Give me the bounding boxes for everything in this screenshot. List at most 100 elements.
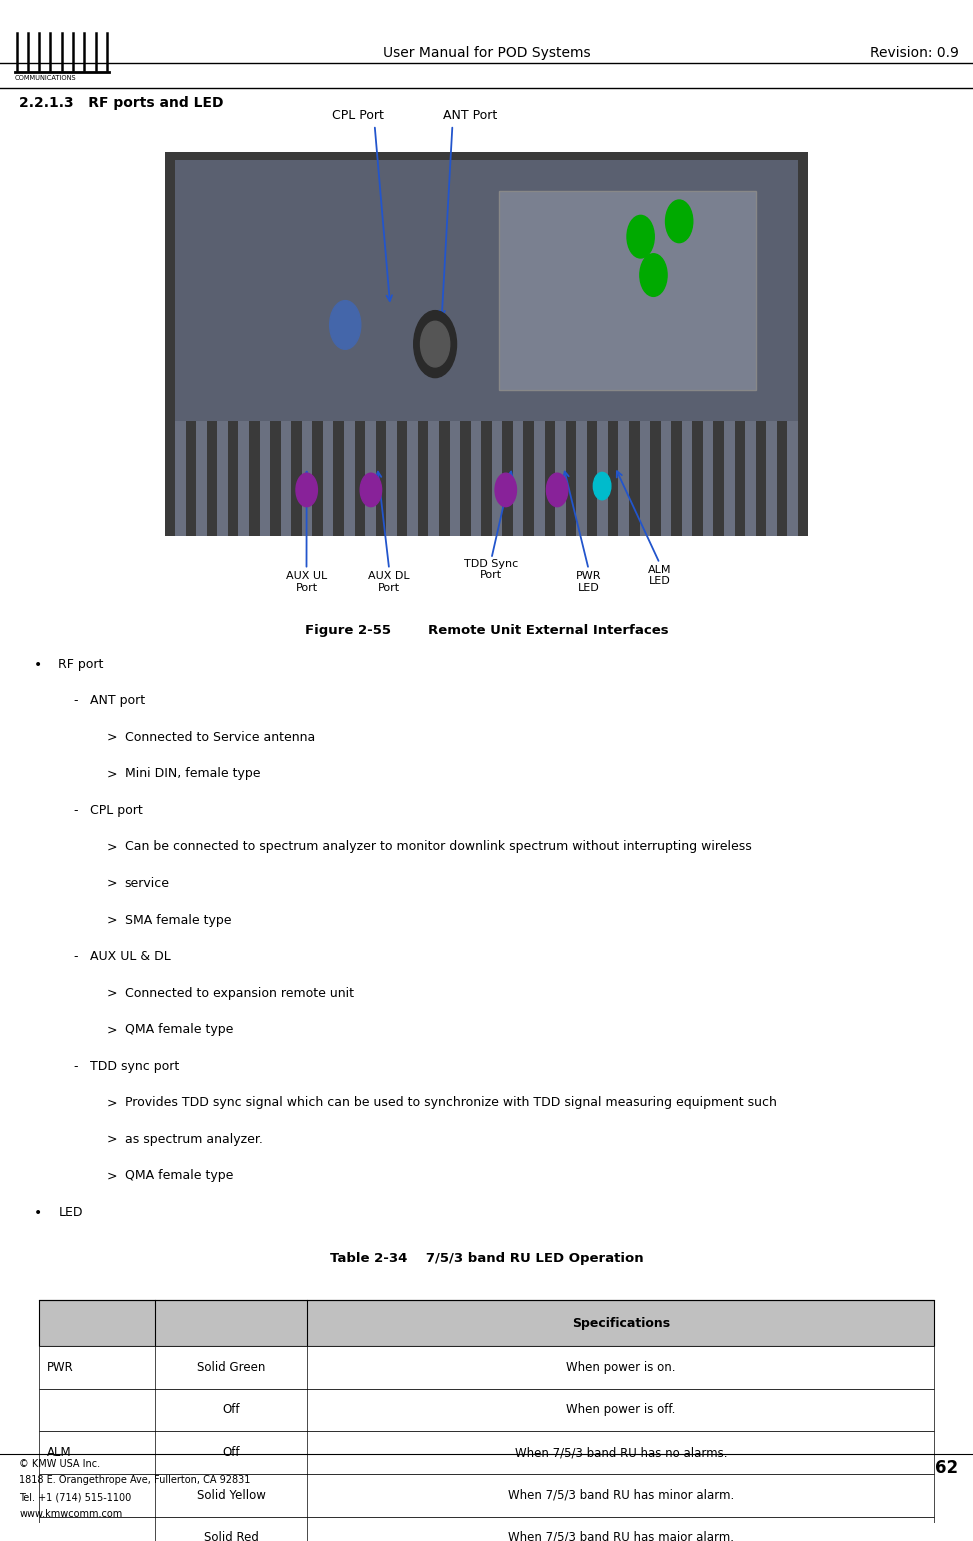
Text: AUX UL & DL: AUX UL & DL bbox=[90, 951, 170, 963]
Bar bbox=[386, 421, 397, 536]
Circle shape bbox=[640, 254, 667, 296]
Text: Off: Off bbox=[223, 1445, 240, 1459]
Text: User Manual for POD Systems: User Manual for POD Systems bbox=[382, 46, 591, 60]
Bar bbox=[639, 421, 650, 536]
Bar bbox=[499, 191, 756, 390]
Text: When power is on.: When power is on. bbox=[566, 1361, 675, 1375]
Circle shape bbox=[495, 473, 517, 507]
Text: When 7/5/3 band RU has no alarms.: When 7/5/3 band RU has no alarms. bbox=[515, 1445, 727, 1459]
Bar bbox=[344, 421, 354, 536]
Text: Solid Green: Solid Green bbox=[198, 1361, 266, 1375]
Text: Revision: 0.9: Revision: 0.9 bbox=[870, 46, 958, 60]
Text: Can be connected to spectrum analyzer to monitor downlink spectrum without inter: Can be connected to spectrum analyzer to… bbox=[125, 840, 751, 854]
Text: >: > bbox=[107, 767, 118, 780]
Text: AUX UL
Port: AUX UL Port bbox=[286, 572, 327, 593]
Text: Off: Off bbox=[223, 1404, 240, 1416]
Text: -: - bbox=[73, 804, 78, 817]
Bar bbox=[661, 421, 671, 536]
Text: >: > bbox=[107, 914, 118, 926]
Bar bbox=[280, 421, 291, 536]
Text: PWR: PWR bbox=[47, 1361, 73, 1375]
Circle shape bbox=[330, 300, 361, 350]
Text: >: > bbox=[107, 877, 118, 891]
Text: •: • bbox=[34, 1207, 42, 1220]
Circle shape bbox=[420, 321, 450, 367]
Text: AUX DL
Port: AUX DL Port bbox=[369, 572, 410, 593]
Text: QMA female type: QMA female type bbox=[125, 1170, 233, 1182]
Bar bbox=[39, 1473, 934, 1516]
Bar bbox=[766, 421, 776, 536]
Text: -: - bbox=[73, 1060, 78, 1073]
Text: >: > bbox=[107, 1096, 118, 1110]
Text: Solid Red: Solid Red bbox=[204, 1532, 259, 1541]
Text: 2.2.1.3   RF ports and LED: 2.2.1.3 RF ports and LED bbox=[19, 96, 224, 109]
Text: -: - bbox=[73, 695, 78, 707]
Text: ALM: ALM bbox=[47, 1445, 71, 1459]
Text: PWR
LED: PWR LED bbox=[576, 572, 601, 593]
Text: >: > bbox=[107, 730, 118, 744]
Bar bbox=[365, 421, 376, 536]
Bar bbox=[556, 421, 565, 536]
Text: © KMW USA Inc.: © KMW USA Inc. bbox=[19, 1459, 100, 1469]
Bar bbox=[238, 421, 249, 536]
Text: Solid Yellow: Solid Yellow bbox=[197, 1489, 266, 1502]
Text: Connected to Service antenna: Connected to Service antenna bbox=[125, 730, 315, 744]
Text: Figure 2-55        Remote Unit External Interfaces: Figure 2-55 Remote Unit External Interfa… bbox=[305, 624, 668, 638]
Text: ANT Port: ANT Port bbox=[443, 109, 497, 122]
Bar bbox=[175, 421, 186, 536]
Text: TDD sync port: TDD sync port bbox=[90, 1060, 179, 1073]
Text: ALM
LED: ALM LED bbox=[648, 566, 671, 587]
Text: When 7/5/3 band RU has major alarm.: When 7/5/3 band RU has major alarm. bbox=[508, 1532, 734, 1541]
Text: >: > bbox=[107, 840, 118, 854]
Text: 1818 E. Orangethrope Ave, Fullerton, CA 92831: 1818 E. Orangethrope Ave, Fullerton, CA … bbox=[19, 1475, 251, 1486]
Text: CPL port: CPL port bbox=[90, 804, 142, 817]
Bar bbox=[217, 421, 228, 536]
Circle shape bbox=[594, 473, 611, 499]
Text: >: > bbox=[107, 1023, 118, 1036]
Bar bbox=[408, 421, 417, 536]
Bar bbox=[724, 421, 735, 536]
Bar bbox=[471, 421, 482, 536]
Bar bbox=[745, 421, 756, 536]
Bar bbox=[260, 421, 270, 536]
Text: 62: 62 bbox=[935, 1459, 958, 1476]
Bar bbox=[703, 421, 713, 536]
Bar bbox=[323, 421, 334, 536]
Text: >: > bbox=[107, 1170, 118, 1182]
Bar bbox=[39, 1432, 934, 1473]
Text: TDD Sync
Port: TDD Sync Port bbox=[464, 559, 519, 581]
Text: Specifications: Specifications bbox=[572, 1316, 669, 1330]
Circle shape bbox=[414, 311, 456, 378]
Bar bbox=[302, 421, 312, 536]
Text: Connected to expansion remote unit: Connected to expansion remote unit bbox=[125, 986, 353, 1000]
Bar bbox=[491, 421, 502, 536]
Text: Mini DIN, female type: Mini DIN, female type bbox=[125, 767, 260, 780]
Bar bbox=[534, 421, 545, 536]
Circle shape bbox=[627, 216, 654, 257]
Text: Provides TDD sync signal which can be used to synchronize with TDD signal measur: Provides TDD sync signal which can be us… bbox=[125, 1096, 776, 1110]
Text: Tel. +1 (714) 515-1100: Tel. +1 (714) 515-1100 bbox=[19, 1492, 131, 1502]
Circle shape bbox=[547, 473, 568, 507]
Text: service: service bbox=[125, 877, 169, 891]
Bar bbox=[175, 160, 798, 421]
Text: -: - bbox=[73, 951, 78, 963]
Text: When power is off.: When power is off. bbox=[566, 1404, 675, 1416]
Bar bbox=[597, 421, 608, 536]
Text: ANT port: ANT port bbox=[90, 695, 145, 707]
Bar bbox=[619, 421, 629, 536]
Text: RF port: RF port bbox=[58, 658, 104, 670]
Text: QMA female type: QMA female type bbox=[125, 1023, 233, 1036]
Bar bbox=[165, 153, 808, 536]
Circle shape bbox=[360, 473, 381, 507]
Bar bbox=[39, 1345, 934, 1388]
Bar bbox=[576, 421, 587, 536]
Circle shape bbox=[666, 200, 693, 242]
Text: •: • bbox=[34, 658, 42, 672]
Bar bbox=[39, 1516, 934, 1541]
Bar bbox=[39, 1301, 934, 1345]
Bar bbox=[197, 421, 207, 536]
Text: Table 2-34    7/5/3 band RU LED Operation: Table 2-34 7/5/3 band RU LED Operation bbox=[330, 1251, 643, 1265]
Text: SMA female type: SMA female type bbox=[125, 914, 231, 926]
Bar bbox=[787, 421, 798, 536]
Text: COMMUNICATIONS: COMMUNICATIONS bbox=[15, 74, 76, 80]
